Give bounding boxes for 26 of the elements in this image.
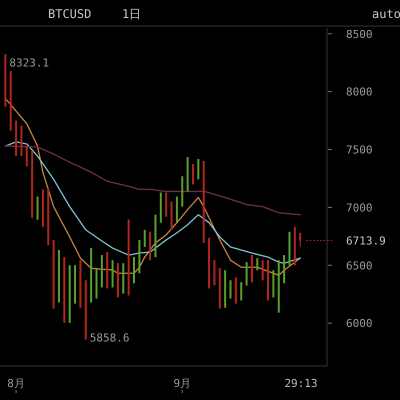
y-tick-label: 8500 — [346, 28, 372, 41]
y-tick-label: 6500 — [346, 259, 372, 272]
x-tick-label: 9月 — [173, 377, 192, 390]
text: 29:13 — [284, 377, 318, 390]
line-series — [4, 141, 301, 264]
chart-title: BTCUSD — [48, 7, 92, 21]
ref-line-label: 6713.9 — [346, 234, 386, 248]
candlestick — [36, 196, 39, 220]
candlestick — [240, 282, 242, 301]
text: auto — [372, 7, 400, 21]
line-series — [4, 98, 301, 276]
x-tick-label: 8月 — [7, 377, 25, 390]
text: 1日 — [122, 7, 142, 21]
candlestick — [197, 158, 200, 180]
candlestick — [299, 232, 302, 248]
line-series — [4, 145, 301, 216]
candlestick — [246, 262, 248, 286]
y-tick-label: 7500 — [346, 144, 372, 157]
annotation: 5858.6 — [90, 332, 130, 345]
y-tick-label: 7000 — [346, 201, 372, 214]
candlestick — [256, 258, 258, 271]
y-tick-label: 8000 — [346, 86, 372, 99]
annotation: 8323.1 — [9, 56, 50, 70]
y-tick-label: 6000 — [346, 317, 372, 330]
candlestick — [262, 260, 264, 281]
candlestick — [192, 164, 194, 185]
